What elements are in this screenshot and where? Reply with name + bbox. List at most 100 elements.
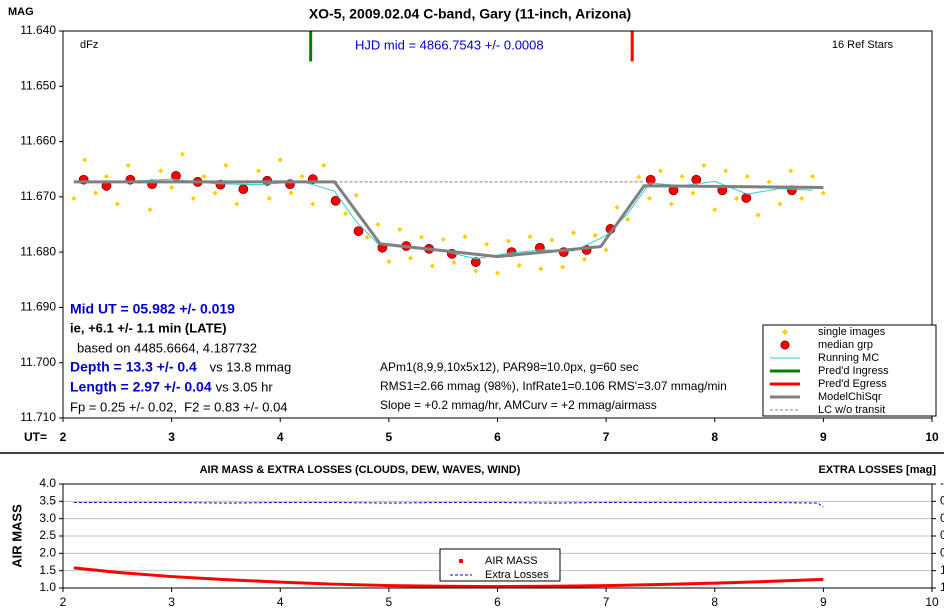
point (375, 222, 381, 227)
chart-title: AIR MASS & EXTRA LOSSES (CLOUDS, DEW, WA… (200, 464, 521, 476)
point (470, 257, 481, 267)
x-tick-label: 7 (603, 595, 610, 609)
y-tick-label: 11.690 (20, 300, 56, 314)
y-tick-label: 11.710 (20, 410, 56, 424)
series-line (84, 178, 813, 260)
point (266, 196, 272, 202)
legend-label: Running MC (818, 352, 879, 364)
point (592, 233, 598, 239)
x-tick-label: 3 (168, 595, 175, 609)
plot-area (73, 501, 824, 589)
x-tick-label: 7 (603, 430, 610, 444)
point (679, 173, 685, 179)
point (71, 196, 77, 202)
point (179, 151, 185, 157)
y2-tick-label: 0.9 (940, 546, 944, 560)
annotation: Length = 2.97 +/- 0.04 (70, 379, 212, 395)
point (147, 207, 153, 213)
x-tick-label: 10 (925, 430, 939, 444)
point (429, 263, 435, 269)
y2-axis-label: EXTRA LOSSES [mag] (818, 464, 936, 476)
point (777, 201, 783, 207)
point (82, 157, 88, 163)
x-tick-label: 3 (168, 430, 175, 444)
y-axis-label: AIR MASS (9, 504, 24, 568)
point (418, 234, 424, 240)
point (238, 184, 249, 195)
legend-swatch (459, 559, 463, 563)
point (690, 190, 696, 196)
y-tick-label: 1.0 (39, 580, 56, 594)
point (701, 162, 707, 168)
point (288, 190, 294, 196)
point (484, 241, 490, 247)
point (310, 201, 316, 207)
point (462, 234, 468, 240)
legend-label: Pred'd Egress (818, 378, 887, 390)
point (820, 190, 826, 196)
point (527, 234, 533, 240)
point (171, 170, 181, 181)
point (538, 266, 544, 272)
point (657, 168, 663, 174)
x-tick-label: 8 (711, 595, 718, 609)
x-tick-label: 2 (60, 595, 67, 609)
y-tick-label: 1.5 (39, 563, 56, 577)
y-tick-label: 3.5 (39, 494, 56, 508)
point (691, 174, 702, 185)
point (408, 255, 414, 261)
plot-frame (62, 30, 933, 419)
point (733, 196, 739, 202)
point (668, 201, 674, 207)
point (321, 162, 327, 168)
corner-label: 16 Ref Stars (832, 39, 894, 51)
x-tick-label: 9 (820, 430, 827, 444)
y-tick-label: 11.640 (20, 23, 56, 37)
x-tick-label: 4 (277, 595, 284, 609)
corner-label: dFz (80, 39, 98, 51)
annotation: based on 4485.6664, 4.187732 (77, 340, 257, 355)
y2-tick-label: 1.5 (940, 580, 944, 594)
point (190, 196, 196, 202)
point (353, 226, 364, 237)
point (712, 207, 718, 213)
corner-label: HJD mid = 4866.7543 +/- 0.0008 (355, 37, 544, 52)
plot-frame (62, 483, 933, 589)
annotation: Depth = 13.3 +/- 0.4 (70, 359, 197, 375)
point (473, 268, 479, 274)
point (256, 168, 262, 174)
point (386, 259, 392, 265)
legend-label: AIR MASS (485, 555, 538, 567)
point (277, 157, 283, 163)
legend-swatch (782, 329, 788, 335)
point (212, 190, 218, 196)
point (397, 226, 403, 232)
legend-label: LC w/o transit (818, 404, 885, 416)
point (614, 204, 620, 210)
point (571, 230, 577, 236)
point (625, 217, 631, 223)
point (330, 195, 341, 206)
point (223, 162, 229, 168)
y2-tick-label: 0.0 (940, 494, 944, 508)
point (158, 168, 164, 174)
annotation: ie, +6.1 +/- 1.1 min (LATE) (70, 320, 227, 335)
y-tick-label: 3.0 (39, 511, 56, 525)
x-tick-label: 4 (277, 430, 284, 444)
y-tick-label: 11.660 (20, 134, 56, 148)
series-line (73, 566, 824, 589)
y-tick-label: 2.0 (39, 546, 56, 560)
point (560, 264, 566, 270)
legend-label: single images (818, 326, 886, 338)
point (364, 234, 370, 240)
point (201, 173, 207, 179)
point (103, 173, 109, 179)
y-tick-label: 4.0 (39, 476, 56, 490)
x-tick-label: 8 (711, 430, 718, 444)
annotation: Mid UT = 05.982 +/- 0.019 (70, 301, 235, 317)
point (741, 193, 752, 203)
annotation: Slope = +0.2 mmag/hr, AMCurv = +2 mmag/a… (380, 398, 657, 412)
y-tick-label: 11.680 (20, 244, 56, 258)
x-tick-label: 10 (925, 595, 939, 609)
